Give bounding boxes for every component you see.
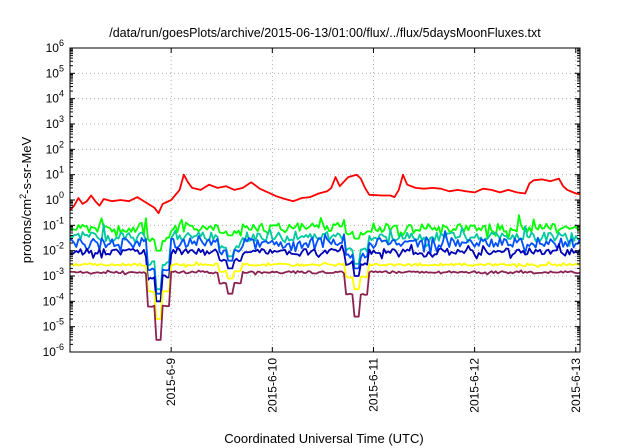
series-line bbox=[69, 269, 581, 341]
y-axis-label-pre: protons/cm bbox=[19, 199, 34, 263]
y-tick-base: 10 bbox=[46, 41, 60, 55]
y-tick-exponent: 2 bbox=[59, 139, 64, 149]
y-tick-label: 10-1 bbox=[43, 215, 64, 232]
y-tick-label: 106 bbox=[46, 38, 64, 55]
chart-title: /data/run/goesPlots/archive/2015-06-13/0… bbox=[109, 26, 541, 40]
x-axis-label: Coordinated Universal Time (UTC) bbox=[224, 431, 423, 446]
y-tick-exponent: 1 bbox=[59, 165, 64, 175]
y-tick-exponent: 6 bbox=[59, 38, 64, 48]
y-tick-base: 10 bbox=[46, 66, 60, 80]
y-tick-exponent: -3 bbox=[56, 266, 64, 276]
chart-series bbox=[69, 173, 581, 341]
x-tick-labels: 2015-6-9 2015-6-10 2015-6-11 2015-6-12 2015-… bbox=[164, 358, 583, 413]
y-tick-exponent: -6 bbox=[56, 342, 64, 352]
y-tick-base: 10 bbox=[43, 218, 57, 232]
y-tick-base: 10 bbox=[43, 345, 57, 359]
y-tick-label: 10-6 bbox=[43, 342, 64, 359]
y-tick-label: 100 bbox=[46, 190, 64, 207]
x-tick-label: 2015-6-10 bbox=[265, 358, 279, 413]
y-tick-exponent: 5 bbox=[59, 63, 64, 73]
plot-frame bbox=[69, 47, 581, 353]
y-tick-label: 104 bbox=[46, 89, 64, 106]
y-tick-exponent: -1 bbox=[56, 215, 64, 225]
y-tick-base: 10 bbox=[43, 269, 57, 283]
y-tick-exponent: 4 bbox=[59, 89, 64, 99]
x-tick-label: 2015-6-12 bbox=[468, 358, 482, 413]
y-axis-label-post: -s-sr-MeV bbox=[19, 136, 34, 193]
x-tick-label: 2015-6-11 bbox=[366, 358, 380, 412]
y-tick-exponent: 0 bbox=[59, 190, 64, 200]
series-line bbox=[69, 243, 581, 303]
y-tick-label: 10-2 bbox=[43, 241, 64, 258]
y-tick-label: 101 bbox=[46, 165, 64, 182]
y-tick-label: 102 bbox=[46, 139, 64, 156]
y-tick-exponent: -5 bbox=[56, 317, 64, 327]
y-tick-labels: 10-610-510-410-310-210-11001011021031041… bbox=[43, 38, 64, 359]
y-tick-base: 10 bbox=[46, 193, 60, 207]
y-axis-label-sup: 2 bbox=[18, 194, 28, 199]
y-tick-label: 105 bbox=[46, 63, 64, 80]
y-tick-base: 10 bbox=[46, 168, 60, 182]
y-tick-exponent: -4 bbox=[56, 291, 64, 301]
y-tick-base: 10 bbox=[46, 142, 60, 156]
y-tick-base: 10 bbox=[46, 117, 60, 131]
series-line bbox=[69, 173, 581, 215]
series-line bbox=[69, 214, 581, 252]
y-tick-exponent: 3 bbox=[59, 114, 64, 124]
y-tick-label: 103 bbox=[46, 114, 64, 131]
y-tick-label: 10-3 bbox=[43, 266, 64, 283]
y-axis-label: protons/cm2-s-sr-MeV bbox=[18, 136, 34, 263]
x-tick-label: 2015-6-9 bbox=[164, 358, 178, 406]
series-line bbox=[69, 261, 581, 320]
y-tick-exponent: -2 bbox=[56, 241, 64, 251]
y-tick-base: 10 bbox=[43, 294, 57, 308]
y-tick-base: 10 bbox=[46, 92, 60, 106]
x-tick-label: 2015-6-13 bbox=[569, 358, 583, 413]
y-tick-label: 10-4 bbox=[43, 291, 64, 308]
y-tick-base: 10 bbox=[43, 244, 57, 258]
y-tick-base: 10 bbox=[43, 320, 57, 334]
y-tick-label: 10-5 bbox=[43, 317, 64, 334]
